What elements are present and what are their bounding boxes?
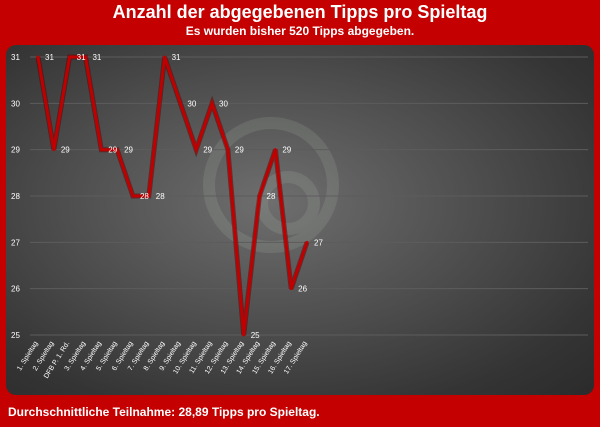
data-label: 28	[140, 192, 149, 201]
data-point	[163, 55, 167, 59]
y-tick-label: 30	[11, 99, 20, 108]
data-label: 31	[45, 53, 54, 62]
data-label: 31	[92, 53, 101, 62]
chart-title: Anzahl der abgegebenen Tipps pro Spielta…	[112, 2, 488, 22]
y-tick-label: 28	[11, 192, 20, 201]
data-label: 27	[314, 238, 323, 247]
data-label: 31	[172, 53, 181, 62]
data-label: 29	[282, 146, 291, 155]
data-point	[147, 194, 151, 198]
y-tick-label: 29	[11, 146, 20, 155]
data-point	[115, 148, 119, 152]
data-point	[36, 55, 40, 59]
data-label: 29	[124, 146, 133, 155]
y-tick-label: 26	[11, 285, 20, 294]
data-label: 29	[61, 146, 70, 155]
data-point	[289, 287, 293, 291]
data-point	[194, 148, 198, 152]
data-point	[99, 148, 103, 152]
data-label: 29	[203, 146, 212, 155]
series-line	[36, 55, 309, 336]
data-point	[226, 148, 230, 152]
line-chart: 25 26 27 28 29 30 31 31 29 31 31 29 29 28 28 31 30 29 30 2…	[11, 53, 588, 380]
data-point	[210, 101, 214, 105]
average-participation-note: Durchschnittliche Teilnahme: 28,89 Tipps…	[8, 405, 320, 419]
data-label: 28	[156, 192, 165, 201]
y-tick-label: 31	[11, 53, 20, 62]
watermark-logo	[203, 117, 339, 253]
y-tick-label: 27	[11, 238, 20, 247]
data-point	[68, 55, 72, 59]
data-label: 30	[187, 99, 196, 108]
chart-panel: 25 26 27 28 29 30 31 31 29 31 31 29 29 28 28 31 30 29 30 2…	[6, 45, 594, 395]
data-label: 28	[267, 192, 276, 201]
data-point	[83, 55, 87, 59]
data-point	[273, 148, 277, 152]
data-point	[305, 240, 309, 244]
data-point	[258, 194, 262, 198]
data-label: 30	[219, 99, 228, 108]
data-label: 29	[108, 146, 117, 155]
data-label: 29	[235, 146, 244, 155]
data-label: 25	[251, 331, 260, 340]
data-point	[52, 148, 56, 152]
data-label: 31	[77, 53, 86, 62]
y-tick-label: 25	[11, 331, 20, 340]
data-point	[178, 101, 182, 105]
data-point	[242, 333, 246, 337]
data-label: 26	[298, 285, 307, 294]
data-point	[131, 194, 135, 198]
chart-subtitle: Es wurden bisher 520 Tipps abgegeben.	[185, 24, 415, 38]
